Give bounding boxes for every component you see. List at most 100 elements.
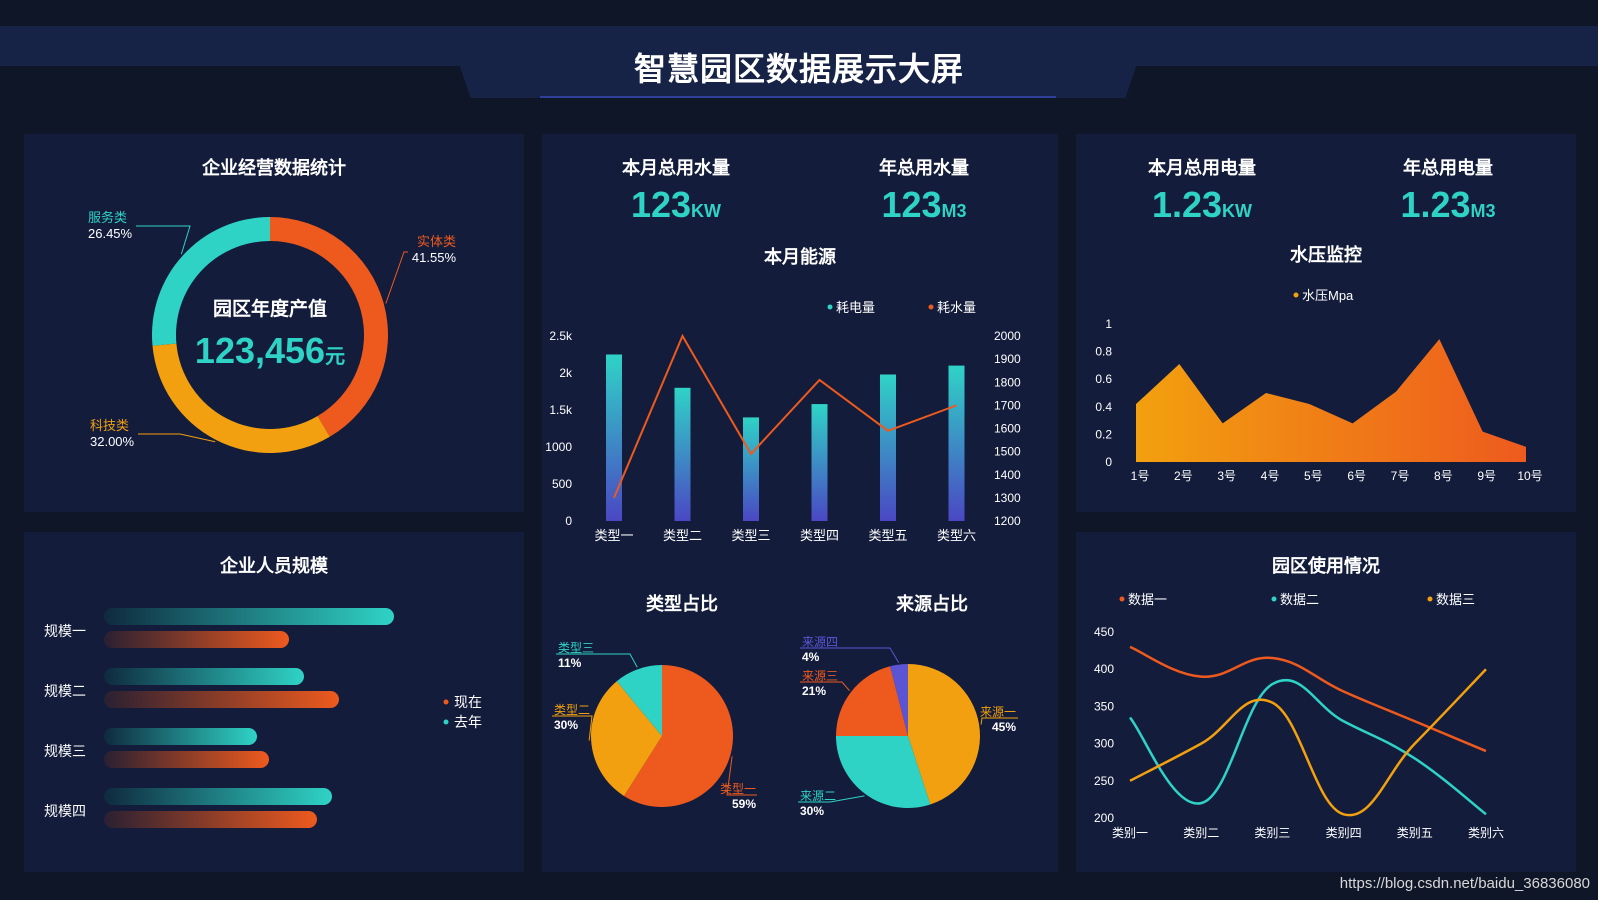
water-month-value: 123 xyxy=(630,184,692,225)
y-right-tick: 1900 xyxy=(994,352,1021,366)
page-title: 智慧园区数据展示大屏 xyxy=(633,51,964,87)
source_share-label-line xyxy=(980,717,1018,725)
y-left-tick: 1000 xyxy=(545,440,572,454)
staff-bar-now xyxy=(104,608,394,625)
staff-bar-last xyxy=(104,631,289,648)
park-x-tick: 类别五 xyxy=(1397,826,1433,840)
legend-dot-park xyxy=(1119,596,1125,602)
business-center-unit: 元 xyxy=(325,346,346,368)
park-x-tick: 类别二 xyxy=(1183,826,1219,840)
donut-label-line xyxy=(138,433,216,443)
pressure-x-tick: 5号 xyxy=(1304,469,1323,483)
staff-row-label: 规模一 xyxy=(44,623,86,639)
pressure-area xyxy=(1136,339,1526,462)
power-panel: 本月总用电量 1.23KW 年总用电量 1.23M3 水压监控 水压Mpa 0 0.2… xyxy=(1076,134,1576,512)
type_share-label-pct: 59% xyxy=(732,797,756,811)
pressure-x-tick: 3号 xyxy=(1217,469,1236,483)
park-y-tick: 400 xyxy=(1094,662,1114,676)
legend-label-power: 耗电量 xyxy=(836,300,875,315)
source_share-label-line xyxy=(800,647,900,663)
energy-x-tick: 类型五 xyxy=(868,528,907,543)
donut-label-pct: 26.45% xyxy=(88,226,133,241)
donut-label-name: 科技类 xyxy=(90,418,129,433)
legend-label-last: 去年 xyxy=(454,714,482,730)
water-year-label: 年总用水量 xyxy=(879,158,969,178)
legend-dot-park xyxy=(1427,596,1433,602)
y-right-tick: 1200 xyxy=(994,514,1021,528)
park-line-chart: 数据一 数据二 数据三 200 250 300 350 400 450 类别一 类别二 类别三 类别四 类… xyxy=(1094,592,1504,840)
legend-dot-pressure xyxy=(1293,292,1299,298)
source_share-label-name: 来源二 xyxy=(800,789,836,803)
park-x-tick: 类别六 xyxy=(1468,826,1504,840)
energy-x-tick: 类型六 xyxy=(937,528,976,543)
pressure-y-tick: 0.8 xyxy=(1095,345,1112,359)
water-month-unit: KW xyxy=(691,201,722,221)
water-month-label: 本月总用水量 xyxy=(622,158,730,178)
donut-slice-1 xyxy=(270,217,388,437)
park-y-tick: 250 xyxy=(1094,774,1114,788)
type_share-label-pct: 30% xyxy=(554,718,578,732)
water-year-value-wrap: 123M3 xyxy=(824,184,1024,226)
park-y-tick: 300 xyxy=(1094,737,1114,751)
energy-x-tick: 类型一 xyxy=(594,528,633,543)
park-line xyxy=(1129,668,1487,817)
type_share-slice xyxy=(616,665,662,736)
water-year-value: 123 xyxy=(881,184,942,225)
power-year-unit: M3 xyxy=(1470,201,1496,221)
energy-x-tick: 类型四 xyxy=(800,528,839,543)
legend-label-park: 数据三 xyxy=(1436,592,1475,607)
legend-dot-park xyxy=(1271,596,1277,602)
pressure-y-tick: 0.2 xyxy=(1095,427,1112,441)
power-year-label: 年总用电量 xyxy=(1403,158,1493,178)
staff-title: 企业人员规模 xyxy=(220,556,328,576)
legend-dot-power xyxy=(827,304,833,310)
energy-water-line xyxy=(613,333,957,499)
y-left-tick: 2k xyxy=(559,366,573,380)
y-left-tick: 0 xyxy=(565,514,572,528)
type_share-label-name: 类型二 xyxy=(554,703,590,717)
legend-dot-water xyxy=(928,304,934,310)
staff-bar-last xyxy=(104,691,339,708)
source_share-label-name: 来源三 xyxy=(802,669,838,683)
business-center-value-wrap: 123,456元 xyxy=(170,330,370,372)
pressure-x-tick: 7号 xyxy=(1391,469,1410,483)
y-right-tick: 1500 xyxy=(994,445,1021,459)
staff-row-label: 规模二 xyxy=(44,683,86,699)
donut-slice-2 xyxy=(152,343,330,453)
type_share-label-line xyxy=(556,653,638,668)
energy-bar xyxy=(948,365,965,521)
energy-title: 本月能源 xyxy=(764,246,836,267)
staff-bar-now xyxy=(104,788,332,805)
park-line xyxy=(1129,678,1487,816)
y-right-tick: 1700 xyxy=(994,398,1021,412)
y-right-tick: 1300 xyxy=(994,491,1021,505)
staff-row-label: 规模四 xyxy=(44,803,86,819)
business-center-label: 园区年度产值 xyxy=(212,299,327,320)
source_share-label-pct: 45% xyxy=(992,720,1016,734)
y-right-tick: 1400 xyxy=(994,468,1021,482)
source_share-slice xyxy=(836,666,908,736)
y-right-tick: 1800 xyxy=(994,375,1021,389)
power-year-value: 1.23 xyxy=(1400,184,1471,225)
staff-panel: 企业人员规模 规模一 规模二 规模三 规模四 现在 去年 xyxy=(24,532,524,872)
energy-x-tick: 类型二 xyxy=(663,528,702,543)
share-pies: 类型一59%类型二30%类型三11%来源一45%来源二30%来源三21%来源四4… xyxy=(552,635,1018,818)
staff-bar-now xyxy=(104,728,257,745)
header-underline xyxy=(540,96,1056,98)
pressure-x-tick: 10号 xyxy=(1517,469,1542,483)
energy-bar xyxy=(811,404,828,521)
source_share-label-line xyxy=(800,681,850,691)
y-left-tick: 1.5k xyxy=(549,403,573,417)
park-x-tick: 类别一 xyxy=(1112,826,1148,840)
pressure-title: 水压监控 xyxy=(1290,244,1362,265)
type_share-label-line xyxy=(552,715,593,741)
energy-bar xyxy=(606,354,622,521)
pressure-x-tick: 8号 xyxy=(1434,469,1453,483)
watermark-url: https://blog.csdn.net/baidu_36836080 xyxy=(1339,875,1590,892)
legend-dot-last xyxy=(443,719,449,725)
park-x-tick: 类别三 xyxy=(1254,826,1290,840)
type_share-label-name: 类型一 xyxy=(720,782,756,796)
